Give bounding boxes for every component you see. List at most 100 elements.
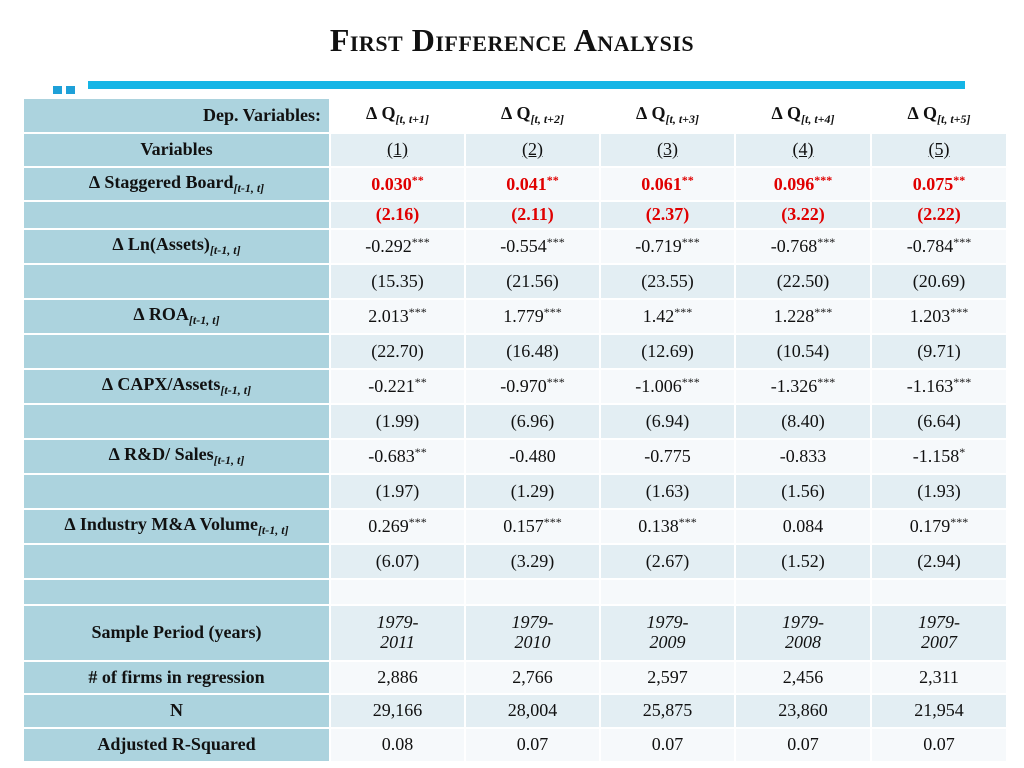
- dep-variable-header: ∆ Q[t, t+5]: [870, 97, 1008, 134]
- dep-variables-label: Dep. Variables:: [22, 97, 331, 134]
- column-number: (1): [329, 132, 466, 168]
- coefficient-cell: -0.683**: [329, 438, 466, 475]
- regression-table: Dep. Variables: ∆ Q[t, t+1] ∆ Q[t, t+2] …: [22, 97, 1008, 763]
- sample-period-label: Sample Period (years): [22, 604, 331, 662]
- coefficient-cell: -0.480: [464, 438, 601, 475]
- sample-period-cell: 1979- 2011: [329, 604, 466, 662]
- blank-label-cell: [22, 473, 331, 510]
- t-stat-cell: (8.40): [734, 403, 872, 440]
- coefficient-cell: 0.157***: [464, 508, 601, 545]
- t-stat-cell: (15.35): [329, 263, 466, 300]
- t-stat-cell: (12.69): [599, 333, 736, 370]
- t-stat-cell: (2.37): [599, 200, 736, 230]
- n-cell: 21,954: [870, 693, 1008, 729]
- sample-period-row: Sample Period (years) 1979- 2011 1979- 201…: [22, 604, 1008, 662]
- dep-variable-header: ∆ Q[t, t+1]: [329, 97, 466, 134]
- coefficient-cell: 1.42***: [599, 298, 736, 335]
- n-row: N 29,166 28,004 25,875 23,860 21,954: [22, 693, 1008, 729]
- n-cell: 25,875: [599, 693, 736, 729]
- blank-cell: [329, 578, 466, 606]
- coefficient-cell: -0.554***: [464, 228, 601, 265]
- coefficient-cell: 1.203***: [870, 298, 1008, 335]
- coefficient-cell: -0.719***: [599, 228, 736, 265]
- sample-period-cell: 1979- 2007: [870, 604, 1008, 662]
- variable-label: ∆ R&D/ Sales[t-1, t]: [22, 438, 331, 475]
- sample-period-cell: 1979- 2010: [464, 604, 601, 662]
- t-stat-cell: (1.52): [734, 543, 872, 580]
- coefficient-cell: 0.041**: [464, 166, 601, 202]
- coefficient-cell: -0.221**: [329, 368, 466, 405]
- column-number: (4): [734, 132, 872, 168]
- firms-row: # of firms in regression 2,886 2,766 2,5…: [22, 660, 1008, 695]
- column-number: (2): [464, 132, 601, 168]
- slide-title: First Difference Analysis: [329, 22, 695, 58]
- coefficient-cell: -0.833: [734, 438, 872, 475]
- t-stat-cell: (2.67): [599, 543, 736, 580]
- t-stat-cell: (6.07): [329, 543, 466, 580]
- r-squared-cell: 0.08: [329, 727, 466, 763]
- coefficient-cell: -1.006***: [599, 368, 736, 405]
- coefficient-cell: 0.075**: [870, 166, 1008, 202]
- t-stat-cell: (2.16): [329, 200, 466, 230]
- r-squared-cell: 0.07: [599, 727, 736, 763]
- n-label: N: [22, 693, 331, 729]
- t-stat-cell: (20.69): [870, 263, 1008, 300]
- t-stat-cell: (1.99): [329, 403, 466, 440]
- t-stat-cell: (21.56): [464, 263, 601, 300]
- t-stat-cell: (22.70): [329, 333, 466, 370]
- coefficient-cell: 0.061**: [599, 166, 736, 202]
- t-stat-cell: (2.94): [870, 543, 1008, 580]
- coefficient-cell: 0.179***: [870, 508, 1008, 545]
- t-stat-cell: (23.55): [599, 263, 736, 300]
- coefficient-cell: 0.138***: [599, 508, 736, 545]
- coefficient-cell: 1.228***: [734, 298, 872, 335]
- blank-label-cell: [22, 543, 331, 580]
- firms-label: # of firms in regression: [22, 660, 331, 695]
- table-row: (6.07) (3.29) (2.67) (1.52) (2.94): [22, 543, 1008, 580]
- table-row: (15.35) (21.56) (23.55) (22.50) (20.69): [22, 263, 1008, 300]
- dep-variable-header: ∆ Q[t, t+3]: [599, 97, 736, 134]
- column-number: (5): [870, 132, 1008, 168]
- r-squared-row: Adjusted R-Squared 0.08 0.07 0.07 0.07 0…: [22, 727, 1008, 763]
- table-row: (1.97) (1.29) (1.63) (1.56) (1.93): [22, 473, 1008, 510]
- t-stat-cell: (1.63): [599, 473, 736, 510]
- firms-cell: 2,886: [329, 660, 466, 695]
- coefficient-cell: -0.292***: [329, 228, 466, 265]
- coefficient-cell: -1.326***: [734, 368, 872, 405]
- n-cell: 29,166: [329, 693, 466, 729]
- coefficient-cell: 0.269***: [329, 508, 466, 545]
- t-stat-cell: (1.29): [464, 473, 601, 510]
- t-stat-cell: (6.96): [464, 403, 601, 440]
- coefficient-cell: 0.030**: [329, 166, 466, 202]
- coefficient-cell: 1.779***: [464, 298, 601, 335]
- header-row: Dep. Variables: ∆ Q[t, t+1] ∆ Q[t, t+2] …: [22, 97, 1008, 134]
- t-stat-cell: (16.48): [464, 333, 601, 370]
- t-stat-cell: (3.29): [464, 543, 601, 580]
- t-stat-cell: (2.22): [870, 200, 1008, 230]
- blank-label-cell: [22, 578, 331, 606]
- firms-cell: 2,766: [464, 660, 601, 695]
- blank-cell: [464, 578, 601, 606]
- title-rule-dots: [53, 81, 79, 99]
- dep-variable-header: ∆ Q[t, t+2]: [464, 97, 601, 134]
- n-cell: 28,004: [464, 693, 601, 729]
- coefficient-cell: -0.775: [599, 438, 736, 475]
- t-stat-cell: (1.97): [329, 473, 466, 510]
- blank-cell: [870, 578, 1008, 606]
- title-rule-bar: [88, 81, 965, 89]
- r-squared-cell: 0.07: [464, 727, 601, 763]
- table-row: ∆ R&D/ Sales[t-1, t] -0.683** -0.480 -0.…: [22, 438, 1008, 475]
- table-row: ∆ ROA[t-1, t] 2.013*** 1.779*** 1.42*** …: [22, 298, 1008, 335]
- t-stat-cell: (1.56): [734, 473, 872, 510]
- coefficient-cell: -0.768***: [734, 228, 872, 265]
- table-row: ∆ Ln(Assets)[t-1, t] -0.292*** -0.554***…: [22, 228, 1008, 265]
- firms-cell: 2,597: [599, 660, 736, 695]
- variables-label: Variables: [22, 132, 331, 168]
- coefficient-cell: 2.013***: [329, 298, 466, 335]
- t-stat-cell: (9.71): [870, 333, 1008, 370]
- r-squared-cell: 0.07: [734, 727, 872, 763]
- t-stat-cell: (2.11): [464, 200, 601, 230]
- variable-label: ∆ Staggered Board[t-1, t]: [22, 166, 331, 202]
- table-row: (1.99) (6.96) (6.94) (8.40) (6.64): [22, 403, 1008, 440]
- table-row: ∆ CAPX/Assets[t-1, t] -0.221** -0.970***…: [22, 368, 1008, 405]
